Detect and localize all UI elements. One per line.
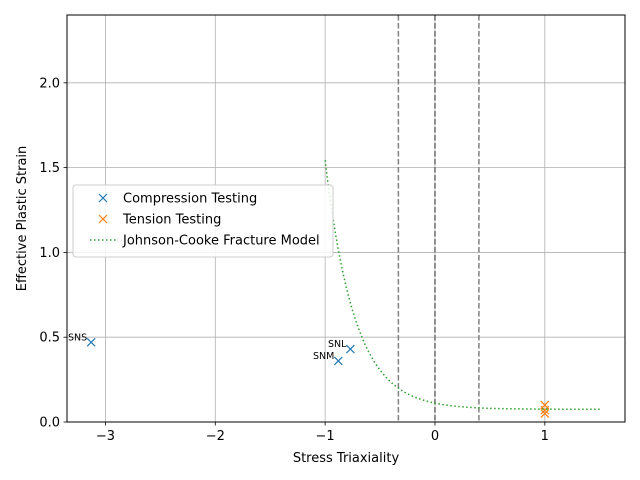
x-tick-label: −1 [316, 429, 335, 444]
y-tick-label: 1.0 [39, 246, 60, 261]
compression-point [333, 356, 343, 366]
y-tick-label: 0.5 [39, 331, 60, 346]
y-tick-label: 2.0 [39, 76, 60, 91]
johnson-cooke-curve [324, 160, 600, 411]
reference-lines [397, 15, 480, 422]
y-tick-label: 1.5 [39, 161, 60, 176]
legend-label: Tension Testing [122, 213, 221, 228]
point-annotation: SNS [68, 332, 87, 343]
point-annotation: SNM [313, 351, 334, 362]
legend-swatch [98, 214, 108, 224]
x-tick-label: 0 [431, 429, 439, 444]
legend-label: Compression Testing [123, 192, 257, 207]
legend: Compression Testing Tension Testing Johnso… [72, 184, 334, 258]
compression-point [345, 344, 355, 354]
tension-point [540, 409, 550, 418]
tension-point [540, 405, 550, 415]
x-tick-label: 1 [541, 429, 549, 444]
legend-label: Johnson-Cooke Fracture Model [122, 234, 320, 249]
legend-box [72, 184, 334, 258]
axes-frame [66, 14, 626, 423]
compression-point [86, 337, 96, 347]
x-axis-label: Stress Triaxiality [293, 451, 400, 466]
x-tick-label: −3 [96, 429, 115, 444]
y-axis-label: Effective Plastic Strain [15, 146, 30, 292]
y-tick-label: 0.0 [39, 416, 60, 431]
x-tick-label: −2 [206, 429, 225, 444]
legend-swatch [98, 193, 108, 203]
axis-ticks: −3 −2 −1 0 1 0.0 0.5 1.0 1.5 2.0 [39, 76, 549, 444]
point-annotation: SNL [328, 339, 347, 350]
